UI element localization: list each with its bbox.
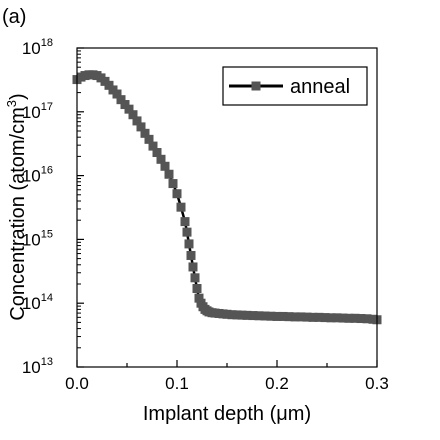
data-point — [160, 161, 170, 171]
data-point — [320, 313, 330, 323]
data-point — [356, 314, 366, 324]
x-tick-label: 0.1 — [165, 374, 189, 393]
data-point — [188, 262, 198, 272]
legend: anneal — [222, 66, 368, 106]
x-axis-title: Implant depth (μm) — [143, 403, 311, 425]
y-tick-label: 1013 — [22, 356, 53, 377]
data-point — [194, 293, 204, 303]
data-point — [362, 314, 372, 324]
data-point — [136, 122, 146, 132]
legend-marker — [251, 81, 261, 91]
data-point — [184, 239, 194, 249]
data-point — [308, 312, 318, 322]
y-tick-label: 1017 — [22, 101, 53, 122]
data-point — [152, 148, 162, 158]
panel-label: (a) — [2, 6, 27, 28]
data-point — [164, 169, 174, 179]
x-tick-label: 0.2 — [265, 374, 289, 393]
data-point — [132, 116, 142, 126]
data-point — [237, 310, 247, 320]
data-point — [227, 310, 237, 320]
data-point — [186, 250, 196, 260]
data-point — [140, 128, 150, 138]
data-point — [284, 312, 294, 322]
y-tick-label: 1018 — [22, 37, 53, 58]
data-point — [190, 273, 200, 283]
data-point — [314, 312, 324, 322]
data-point — [104, 80, 114, 90]
data-point — [180, 217, 190, 227]
data-point — [248, 311, 258, 321]
y-axis-title: Concentration (atom/cm3) — [4, 93, 29, 320]
data-point — [112, 89, 122, 99]
data-point — [296, 312, 306, 322]
data-point — [254, 311, 264, 321]
data-point — [128, 110, 138, 120]
ticks-layer: 0.0 0.1 0.2 0.3 1013 1014 1015 1016 1017 1018 — [22, 37, 389, 393]
data-point — [272, 311, 282, 321]
data-point — [266, 311, 276, 321]
data-point — [278, 311, 288, 321]
data-point — [124, 104, 134, 114]
data-point — [116, 95, 126, 105]
data-point — [192, 284, 202, 293]
plot-frame — [76, 47, 378, 368]
x-tick-label: 0.0 — [65, 374, 89, 393]
data-point — [156, 154, 166, 164]
data-point — [242, 310, 252, 320]
data-point — [182, 227, 192, 237]
data-point — [326, 313, 336, 323]
x-tick-label: 0.3 — [365, 374, 389, 393]
data-point — [344, 313, 354, 323]
data-point — [350, 313, 360, 323]
data-point — [168, 179, 178, 189]
data-point — [148, 141, 158, 151]
data-point — [290, 312, 300, 322]
data-point — [222, 309, 232, 319]
plot-layer — [72, 70, 382, 325]
y-axis-title-sup: 3 — [4, 100, 19, 107]
y-tick-label: 1015 — [22, 228, 53, 249]
data-point — [332, 313, 342, 323]
series-line-anneal — [76, 73, 378, 322]
data-point — [232, 310, 242, 320]
y-tick-label: 1014 — [22, 292, 53, 313]
data-point — [144, 134, 154, 144]
y-axis-title-end: ) — [7, 93, 29, 100]
y-tick-label: 1016 — [22, 165, 53, 186]
data-point — [176, 202, 186, 212]
data-point — [338, 313, 348, 323]
data-point — [302, 312, 312, 322]
data-point — [260, 311, 270, 321]
legend-label: anneal — [290, 76, 350, 98]
data-point — [172, 189, 182, 199]
data-point — [120, 100, 130, 110]
y-axis-title-main: Concentration (atom/cm — [7, 107, 29, 320]
